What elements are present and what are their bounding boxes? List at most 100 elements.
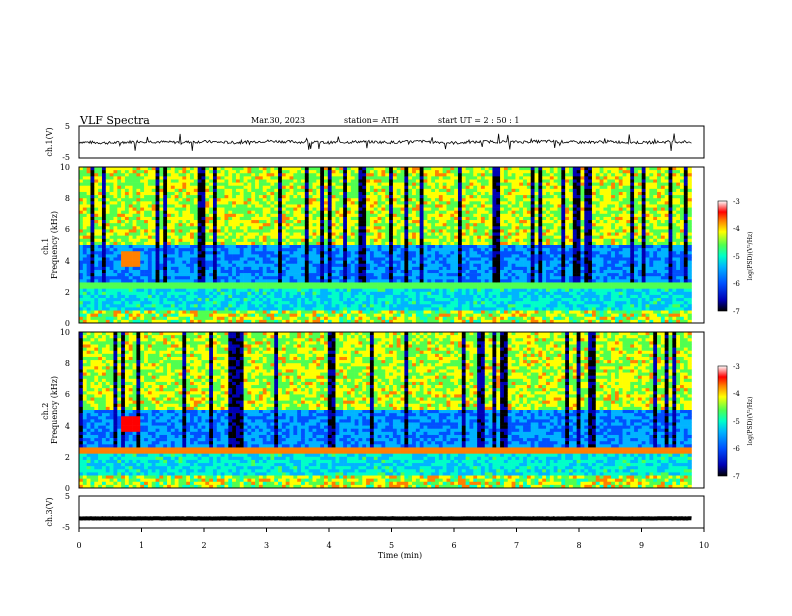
spectrogram-cell — [258, 319, 264, 324]
spectrogram-cell — [82, 238, 87, 243]
spectrogram-cell — [369, 266, 375, 271]
spectrogram-cell — [144, 257, 149, 261]
spectrogram-cell — [324, 198, 329, 202]
spectrogram-cell — [293, 248, 298, 252]
spectrogram-cell — [304, 179, 309, 183]
spectrogram-cell — [94, 263, 99, 268]
spectrogram-cell — [419, 282, 424, 286]
spectrogram-cell — [178, 263, 183, 268]
spectrogram-cell — [190, 198, 195, 202]
spectrogram-cell — [235, 176, 241, 180]
spectrogram-cell — [121, 288, 126, 293]
spectrogram-cell — [419, 254, 424, 258]
spectrogram-cell — [212, 204, 218, 208]
spectrogram-cell — [79, 285, 84, 289]
spectrogram-cell — [293, 288, 298, 293]
spectrogram-cell — [457, 188, 463, 193]
spectrogram-cell — [304, 319, 309, 324]
spectrogram-cell — [339, 282, 344, 286]
spectrogram-cell — [262, 301, 267, 305]
spectrogram-cell — [316, 251, 321, 255]
spectrogram-cell — [423, 241, 428, 246]
spectrogram-cell — [124, 313, 130, 318]
spectrogram-cell — [324, 319, 329, 324]
spectrogram-cell — [151, 198, 156, 202]
spectrogram-cell — [366, 298, 371, 302]
spectrogram-cell — [350, 210, 355, 215]
spectrogram-cell — [366, 235, 371, 240]
spectrogram-cell — [362, 226, 367, 230]
spectrogram-cell — [343, 204, 348, 208]
spectrogram-cell — [174, 279, 179, 283]
spectrogram-cell — [98, 316, 103, 321]
spectrogram-cell — [220, 304, 225, 308]
spectrogram-cell — [209, 241, 214, 246]
spectrogram-cell — [243, 291, 248, 296]
spectrogram-cell — [235, 276, 241, 280]
spectrogram-cell — [82, 188, 87, 193]
spectrogram-cell — [308, 316, 313, 321]
spectrogram-cell — [392, 304, 398, 308]
spectrogram-cell — [381, 282, 386, 286]
spectrogram-cell — [392, 167, 398, 171]
spectrogram-cell — [324, 310, 329, 314]
spectrogram-cell — [228, 220, 233, 224]
spectrogram-cell — [243, 173, 248, 177]
spectrogram-cell — [354, 263, 359, 268]
spectrogram-cell — [144, 182, 149, 187]
spectrogram-cell — [121, 238, 126, 243]
spectrogram-cell — [346, 198, 352, 202]
spectrogram-cell — [454, 301, 459, 305]
spectrogram-cell — [136, 291, 141, 296]
spectrogram-cell — [389, 269, 394, 274]
spectrogram-cell — [140, 223, 145, 227]
spectrogram-cell — [232, 241, 237, 246]
spectrogram-cell — [262, 260, 267, 265]
spectrogram-cell — [86, 269, 91, 274]
spectrogram-cell — [128, 254, 133, 258]
spectrogram-cell — [274, 179, 279, 183]
spectrogram-cell — [396, 248, 401, 252]
spectrogram-cell — [232, 310, 237, 314]
spectrogram-cell — [358, 266, 363, 271]
spectrogram-cell — [289, 213, 294, 218]
spectrogram-cell — [109, 248, 114, 252]
spectrogram-cell — [105, 266, 110, 271]
spectrogram-cell — [105, 179, 110, 183]
spectrogram-cell — [301, 201, 306, 205]
spectrogram-cell — [190, 298, 195, 302]
spectrogram-cell — [358, 248, 363, 252]
spectrogram-cell — [446, 176, 451, 180]
spectrogram-cell — [151, 238, 156, 243]
spectrogram-cell — [343, 198, 348, 202]
spectrogram-cell — [144, 291, 149, 296]
spectrogram-cell — [354, 273, 359, 277]
spectrogram-cell — [94, 182, 99, 187]
spectrogram-cell — [270, 257, 275, 261]
spectrogram-cell — [412, 273, 417, 277]
spectrogram-cell — [197, 216, 202, 221]
spectrogram-cell — [239, 310, 244, 314]
spectrogram-cell — [90, 241, 95, 246]
spectrogram-cell — [247, 294, 252, 299]
spectrogram-cell — [389, 254, 394, 258]
spectrogram-cell — [297, 276, 302, 280]
spectrogram-cell — [274, 313, 279, 318]
spectrogram-cell — [454, 248, 459, 252]
spectrogram-cell — [404, 276, 409, 280]
spectrogram-cell — [190, 251, 195, 255]
spectrogram-cell — [113, 216, 118, 221]
spectrogram-cell — [94, 282, 99, 286]
spectrogram-cell — [201, 213, 206, 218]
spectrogram-cell — [415, 173, 421, 177]
spectrogram-cell — [278, 170, 283, 174]
spectrogram-cell — [431, 226, 436, 230]
spectrogram-cell — [159, 273, 164, 277]
spectrogram-cell — [350, 260, 355, 265]
spectrogram-cell — [262, 263, 267, 268]
spectrogram-cell — [94, 204, 99, 208]
spectrogram-cell — [320, 276, 325, 280]
spectrogram-cell — [136, 310, 141, 314]
spectrogram-cell — [396, 307, 401, 311]
spectrogram-cell — [396, 241, 401, 246]
